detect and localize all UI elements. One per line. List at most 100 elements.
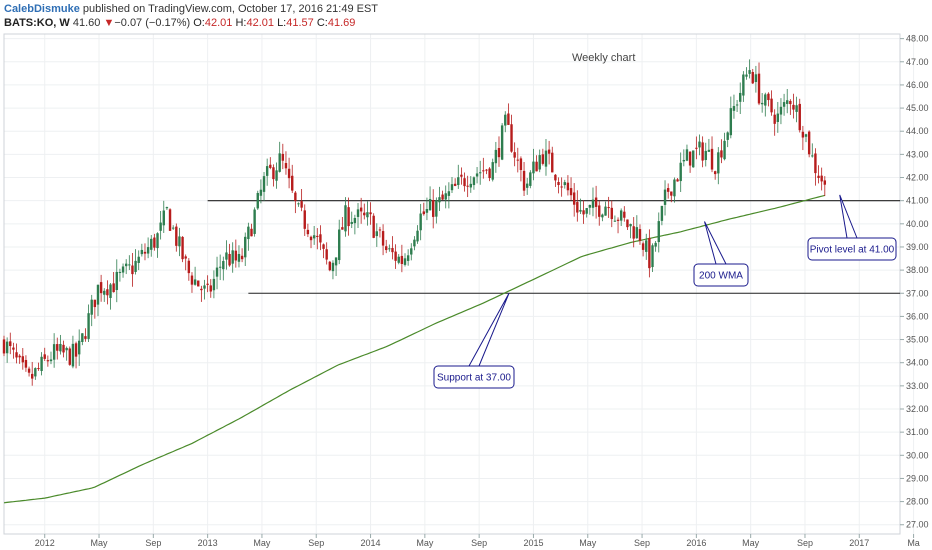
candle-body: [40, 356, 43, 371]
candle-body: [162, 210, 165, 226]
candle-body: [447, 191, 451, 196]
candle-body: [103, 290, 106, 295]
candle-body: [804, 134, 808, 137]
candle-body: [87, 313, 90, 339]
candle-body: [400, 255, 404, 264]
candle-body: [475, 173, 479, 177]
candle-body: [381, 231, 385, 246]
candle-body: [240, 255, 244, 260]
candle-body: [739, 92, 742, 102]
annotation-wma[interactable]: 200 WMA: [693, 221, 749, 287]
candle-body: [265, 166, 269, 176]
candle-body: [153, 237, 156, 248]
candle-body: [150, 238, 153, 250]
candle-body: [776, 113, 780, 122]
candle-body: [695, 147, 698, 149]
candle-body: [118, 271, 122, 273]
candle-body: [21, 356, 24, 363]
candle-body: [112, 283, 115, 293]
candle-body: [156, 233, 159, 249]
candle-body: [811, 155, 814, 157]
candle-body: [682, 159, 686, 162]
candle-body: [685, 149, 689, 161]
time-tick-label: Sep: [797, 538, 813, 548]
candle-body: [24, 359, 28, 368]
price-tick-label: 41.00: [906, 196, 929, 206]
price-tick-label: 37.00: [906, 288, 929, 298]
candle-body: [171, 227, 175, 229]
candle-body: [457, 177, 460, 186]
price-tick-label: 44.00: [906, 126, 929, 136]
candle-body: [673, 179, 676, 197]
candle-body: [394, 251, 397, 261]
candle-body: [159, 222, 162, 231]
candle-body: [15, 352, 18, 358]
annotation-support[interactable]: Support at 37.00: [433, 293, 515, 389]
candle-body: [585, 208, 588, 214]
candle-body: [300, 201, 303, 208]
annotation-label: 200 WMA: [699, 271, 743, 282]
candle-body: [278, 153, 281, 172]
candle-body: [754, 74, 758, 83]
candle-body: [131, 265, 134, 275]
candle-body: [529, 172, 532, 186]
candle-body: [786, 100, 789, 104]
candle-body: [234, 250, 238, 261]
candle-body: [782, 102, 786, 107]
candle-body: [500, 125, 504, 160]
candle-body: [591, 199, 595, 208]
time-tick-label: 2012: [35, 538, 55, 548]
annotation-box: [433, 365, 515, 389]
candle-body: [760, 102, 764, 105]
candle-body: [789, 100, 792, 105]
candle-body: [52, 344, 56, 360]
candle-body: [297, 203, 300, 205]
candle-body: [764, 94, 767, 106]
annotation-box: [807, 237, 897, 261]
candle-body: [560, 186, 563, 188]
candle-body: [49, 359, 53, 362]
open-value: 42.01: [204, 17, 233, 29]
candle-body: [344, 205, 347, 232]
candle-body: [572, 192, 576, 205]
candle-body: [231, 250, 234, 264]
quote-line: BATS:KO, W 41.60 ▼−0.07 (−0.17%) O:42.01…: [4, 16, 378, 30]
candle-body: [372, 215, 375, 238]
author-link[interactable]: CalebDismuke: [4, 3, 80, 15]
candle-body: [626, 219, 629, 228]
annotation-pivot[interactable]: Pivot level at 41.00: [807, 194, 897, 261]
price-tick-label: 36.00: [906, 311, 929, 321]
annotation-pointer: [704, 221, 727, 265]
candle-body: [178, 236, 181, 247]
candle-body: [641, 243, 645, 250]
candle-body: [494, 149, 498, 164]
price-tick-label: 48.00: [906, 34, 929, 44]
candle-body: [469, 183, 472, 188]
candle-body: [30, 373, 34, 379]
candle-body: [779, 106, 783, 115]
price-tick-label: 27.00: [906, 520, 929, 530]
candle-body: [657, 221, 660, 243]
time-tick-label: May: [742, 538, 760, 548]
candle-body: [554, 174, 557, 181]
candle-body: [81, 333, 84, 342]
candle-body: [388, 248, 391, 250]
price-tick-label: 40.00: [906, 219, 929, 229]
candle-body: [720, 150, 723, 158]
candle-body: [328, 261, 332, 271]
candle-body: [84, 336, 87, 339]
candle-body: [544, 150, 548, 167]
price-tick-label: 38.00: [906, 265, 929, 275]
candle-body: [244, 236, 247, 258]
candle-body: [516, 159, 519, 161]
candle-body: [704, 150, 707, 161]
price-tick-label: 28.00: [906, 497, 929, 507]
candle-body: [303, 210, 306, 229]
candle-body: [203, 285, 206, 289]
wma-200-line: [3, 194, 825, 504]
candle-body: [563, 182, 566, 186]
candle-body: [432, 200, 435, 217]
candle-body: [616, 219, 620, 221]
candle-body: [237, 253, 241, 262]
